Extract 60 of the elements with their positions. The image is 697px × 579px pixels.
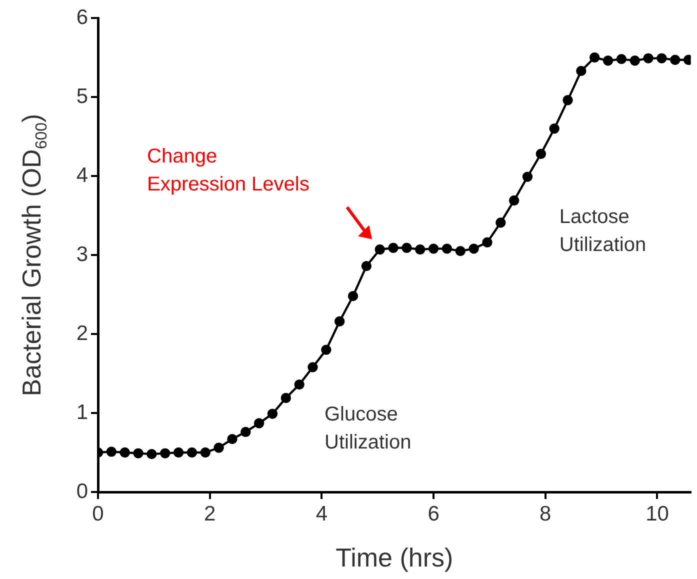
annotation: Glucose Utilization — [324, 403, 412, 454]
point — [562, 95, 573, 106]
point — [670, 54, 680, 65]
x-tick-label: 4 — [316, 502, 328, 526]
point — [133, 448, 144, 458]
point — [374, 244, 385, 255]
point — [173, 447, 184, 458]
point — [186, 447, 198, 458]
x-tick-label: 2 — [204, 502, 216, 526]
x-axis-title: Time (hrs) — [336, 542, 454, 573]
point — [214, 442, 224, 453]
point — [656, 53, 667, 64]
y-tick-label: 2 — [76, 322, 88, 345]
point — [415, 244, 426, 255]
point — [146, 448, 157, 460]
point — [536, 148, 546, 159]
y-tick-label: 5 — [76, 84, 88, 108]
point — [240, 426, 251, 438]
point — [106, 446, 117, 457]
point — [576, 66, 586, 76]
point — [334, 316, 345, 326]
point — [267, 408, 278, 419]
y-tick-label: 3 — [76, 242, 88, 266]
point — [254, 418, 264, 428]
annotation: Change Expression Levels — [147, 146, 310, 196]
point — [294, 379, 304, 390]
x-tick-label: 0 — [92, 502, 104, 526]
point — [482, 237, 492, 248]
y-tick-label: 4 — [76, 164, 88, 187]
y-tick-label: 1 — [76, 400, 88, 424]
point — [643, 53, 654, 64]
y-tick-label: 6 — [76, 6, 88, 29]
point — [549, 124, 560, 134]
point — [348, 290, 358, 302]
point — [428, 244, 439, 254]
point — [321, 344, 332, 355]
point — [361, 260, 372, 272]
x-tick-label: 6 — [428, 502, 440, 526]
point — [455, 246, 466, 256]
point — [388, 242, 398, 253]
y-tick-label: 0 — [76, 480, 88, 503]
point — [227, 434, 238, 444]
point — [522, 172, 533, 182]
point — [280, 392, 292, 404]
point — [160, 448, 170, 458]
point — [120, 447, 130, 458]
annotation: Lactose Utilization — [559, 206, 646, 256]
point — [402, 242, 412, 253]
point — [590, 52, 600, 63]
x-tick-label: 10 — [646, 502, 669, 526]
point — [308, 362, 318, 372]
x-tick-label: 8 — [540, 502, 552, 526]
point — [200, 447, 210, 458]
point — [602, 56, 614, 66]
point — [442, 244, 452, 254]
point — [496, 218, 506, 228]
point — [616, 54, 627, 64]
point — [468, 244, 479, 254]
point — [508, 195, 520, 206]
point — [630, 56, 640, 66]
